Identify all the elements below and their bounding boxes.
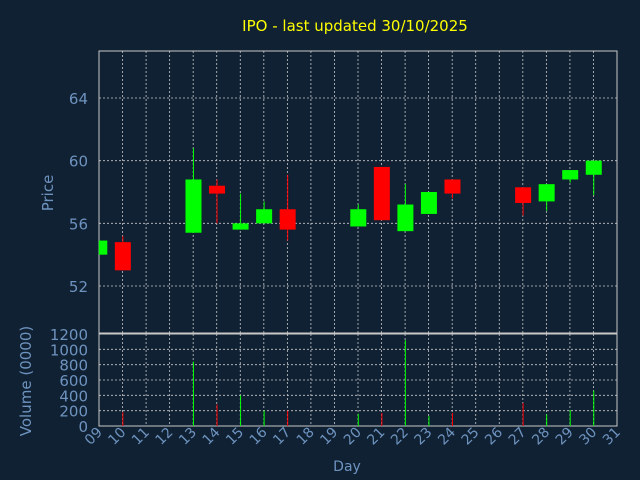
candle-body: [279, 209, 296, 230]
x-tick-label: 15: [223, 425, 247, 449]
candle-body: [397, 204, 414, 232]
candle-body: [515, 187, 532, 203]
candle-body: [232, 223, 249, 230]
price-tick-label: 60: [69, 153, 88, 171]
price-tick-label: 64: [69, 90, 88, 108]
price-panel-frame: [98, 50, 618, 334]
x-axis-label: Day: [333, 459, 361, 475]
candle-body: [585, 160, 602, 175]
price-tick-label: 52: [69, 278, 88, 296]
x-tick-label: 21: [364, 425, 388, 449]
volume-axis-label: Volume (0000): [17, 326, 35, 436]
volume-tick-label: 200: [59, 403, 88, 421]
x-tick-label: 24: [435, 424, 459, 448]
x-tick-label: 23: [412, 425, 436, 449]
price-axis-label: Price: [39, 175, 57, 212]
price-tick-label: 56: [69, 215, 88, 233]
volume-tick-label: 600: [59, 372, 88, 390]
candle-body: [444, 179, 461, 194]
candle-body: [209, 185, 226, 194]
volume-tick-label: 0: [78, 418, 88, 436]
x-tick-label: 10: [105, 425, 129, 449]
x-tick-label: 17: [270, 425, 294, 449]
x-tick-label: 18: [294, 425, 318, 449]
x-tick-label: 26: [482, 424, 506, 448]
x-tick-label: 16: [247, 424, 271, 448]
x-tick-label: 19: [317, 425, 341, 449]
x-tick-labels: 09 10 11 12 13 14 15 16 17 18 19 20 21 22 23 24 25 26 27 28…: [82, 424, 624, 448]
x-tick-label: 12: [153, 425, 177, 449]
candle-body: [185, 179, 202, 233]
volume-tick-label: 1200: [50, 326, 88, 344]
x-tick-label: 11: [129, 425, 153, 449]
candle-body: [256, 209, 273, 224]
x-tick-label: 25: [459, 425, 483, 449]
x-tick-label: 28: [529, 425, 553, 449]
candle-body: [114, 242, 131, 271]
candle-body: [420, 192, 437, 214]
volume-tick-label: 1000: [50, 341, 88, 359]
candle-body: [99, 240, 108, 255]
candle-body: [562, 170, 579, 180]
candle-body: [350, 209, 367, 227]
x-tick-label: 29: [553, 425, 577, 449]
candle-body: [538, 184, 555, 202]
volume-tick-label: 800: [59, 357, 88, 375]
chart-title: IPO - last updated 30/10/2025: [242, 17, 468, 35]
x-tick-label: 13: [176, 425, 200, 449]
x-tick-label: 30: [576, 425, 600, 449]
candle-body: [373, 166, 390, 221]
volume-tick-label: 400: [59, 387, 88, 405]
x-tick-label: 20: [341, 425, 365, 449]
x-tick-label: 27: [506, 425, 530, 449]
price-panel: 52 56 60 64: [69, 50, 618, 334]
x-tick-label: 14: [200, 424, 224, 448]
x-tick-label: 22: [388, 425, 412, 449]
x-tick-label: 31: [600, 425, 624, 449]
